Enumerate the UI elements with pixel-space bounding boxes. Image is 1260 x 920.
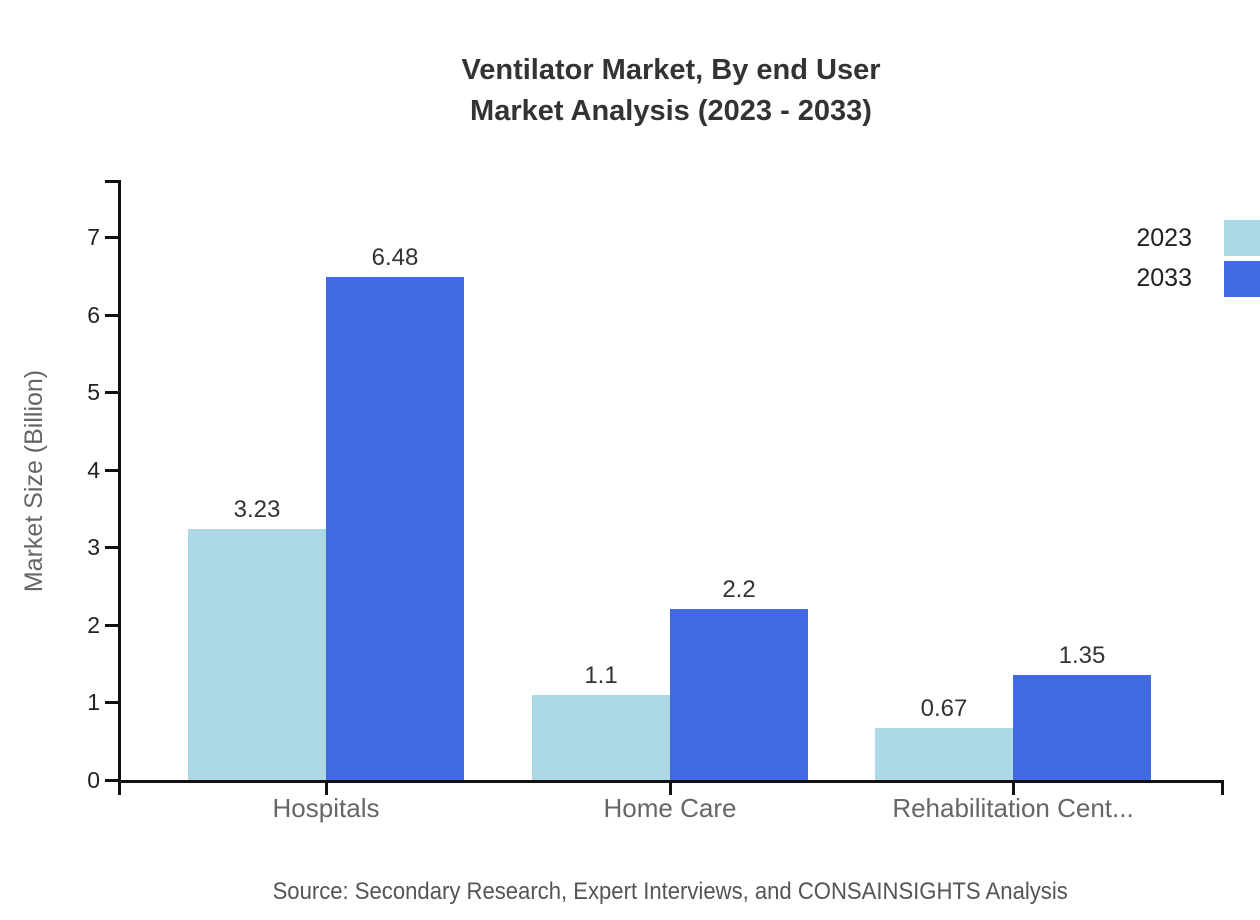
x-tick-2	[668, 783, 672, 795]
chart-title-line2: Market Analysis (2023 - 2033)	[470, 95, 872, 127]
y-tick-2	[105, 623, 118, 627]
bar-2033-rehabilitation-cent	[1013, 675, 1151, 780]
y-tick-1	[105, 701, 118, 705]
y-tick-label-3: 3	[87, 534, 100, 561]
y-tick-5	[105, 391, 118, 395]
legend-label-2023: 2023	[1136, 224, 1192, 252]
y-tick-3	[105, 546, 118, 550]
y-tick-0	[105, 779, 118, 782]
x-tick-3	[1011, 783, 1015, 795]
chart-title-line1: Ventilator Market, By end User	[461, 54, 881, 86]
y-tick-label-2: 2	[87, 611, 100, 638]
bar-2023-rehabilitation-cent	[875, 728, 1013, 780]
bar-2023-hospitals	[188, 529, 326, 780]
chart-title: Ventilator Market, By end User Market An…	[121, 50, 1221, 132]
y-axis-line	[118, 180, 121, 783]
bar-value-label-2033-rehabilitation-cent: 1.35	[1058, 642, 1106, 669]
y-tick-label-1: 1	[87, 689, 100, 716]
y-axis-end-tick	[105, 180, 118, 183]
source-note-text: Source: Secondary Research, Expert Inter…	[272, 878, 1068, 905]
y-tick-label-0: 0	[87, 767, 100, 793]
legend-label-2033: 2033	[1136, 264, 1192, 292]
x-axis-line	[118, 780, 1224, 783]
y-tick-7	[105, 236, 118, 239]
x-tick-1	[324, 783, 328, 795]
y-tick-label-4: 4	[87, 456, 100, 483]
bar-value-label-2023-hospitals: 3.23	[233, 496, 281, 523]
y-tick-label-7: 7	[87, 224, 100, 250]
source-note: Source: Secondary Research, Expert Inter…	[60, 878, 1260, 906]
bar-value-label-2023-rehabilitation-cent: 0.67	[920, 695, 968, 722]
x-tick-0	[118, 783, 121, 795]
x-axis-category-label-rehabilitation-cent: Rehabilitation Cent...	[892, 793, 1134, 823]
x-tick-4	[1220, 783, 1224, 795]
bar-value-label-2033-hospitals: 6.48	[371, 244, 419, 271]
legend-swatch-2023	[1224, 220, 1260, 256]
legend-swatch-2033	[1224, 261, 1260, 297]
y-tick-label-5: 5	[87, 379, 100, 406]
bar-2023-home-care	[532, 695, 670, 780]
bar-2033-hospitals	[326, 277, 464, 780]
bar-2033-home-care	[670, 609, 808, 780]
y-tick-label-6: 6	[87, 301, 100, 328]
bar-value-label-2033-home-care: 2.2	[722, 576, 756, 603]
y-tick-6	[105, 313, 118, 317]
x-axis-category-label-hospitals: Hospitals	[272, 793, 380, 823]
bar-value-label-2023-home-care: 1.1	[584, 662, 618, 689]
x-axis-category-label-home-care: Home Care	[603, 793, 737, 823]
y-tick-4	[105, 468, 118, 472]
